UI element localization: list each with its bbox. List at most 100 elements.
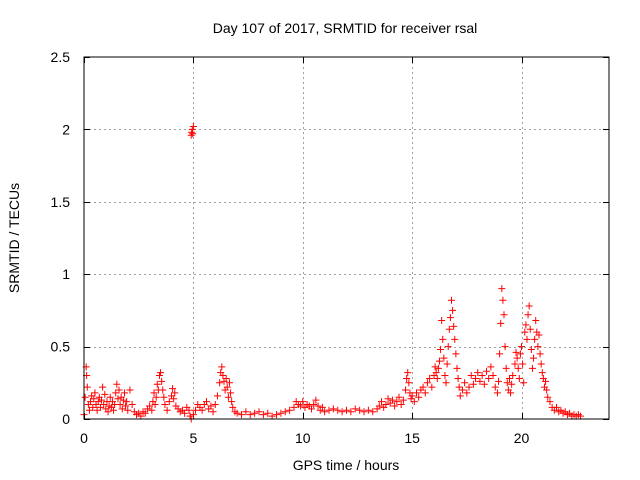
data-point xyxy=(434,364,442,372)
data-point xyxy=(126,386,134,394)
data-point xyxy=(110,406,118,414)
data-point xyxy=(502,364,510,372)
data-point xyxy=(497,319,505,327)
data-point xyxy=(378,398,385,406)
data-point xyxy=(480,380,488,388)
data-point xyxy=(525,302,533,310)
data-point xyxy=(94,398,102,406)
data-point xyxy=(189,411,197,419)
data-point xyxy=(382,401,390,409)
data-point xyxy=(93,406,101,414)
data-point xyxy=(461,379,469,387)
data-point xyxy=(543,386,551,394)
data-point xyxy=(452,350,460,358)
data-point xyxy=(104,408,112,416)
x-tick-label: 0 xyxy=(80,430,88,446)
grid-lines xyxy=(84,57,609,419)
data-point xyxy=(476,377,484,385)
data-point xyxy=(538,369,546,377)
data-point xyxy=(213,392,221,400)
data-point xyxy=(116,401,124,409)
data-point xyxy=(445,325,453,333)
data-point xyxy=(273,411,280,419)
data-point xyxy=(455,383,463,391)
data-point xyxy=(286,406,294,414)
data-point xyxy=(530,354,538,362)
data-point xyxy=(450,322,458,330)
data-point xyxy=(264,409,272,417)
data-point xyxy=(100,401,108,409)
data-point xyxy=(137,412,145,420)
data-point xyxy=(347,408,355,416)
data-point xyxy=(403,374,411,382)
data-point xyxy=(155,372,163,380)
data-point xyxy=(498,285,506,293)
data-point xyxy=(186,412,194,420)
data-point xyxy=(491,383,499,391)
data-point xyxy=(391,402,399,410)
data-point xyxy=(395,393,403,401)
x-tick-label: 5 xyxy=(189,430,197,446)
x-tick-label: 20 xyxy=(514,430,530,446)
data-point xyxy=(519,360,527,368)
y-tick-label: 1.5 xyxy=(51,194,71,210)
x-tick-label: 10 xyxy=(295,430,311,446)
data-point xyxy=(170,395,178,403)
data-point xyxy=(407,395,415,403)
data-point xyxy=(508,380,516,388)
data-point xyxy=(224,393,232,401)
data-point xyxy=(81,393,89,401)
data-point xyxy=(146,402,154,410)
data-point xyxy=(141,409,149,417)
data-point xyxy=(496,350,504,358)
data-point xyxy=(526,325,534,333)
data-point xyxy=(211,401,219,409)
data-point xyxy=(465,383,473,391)
data-point xyxy=(521,328,529,336)
data-point xyxy=(537,360,545,368)
data-point xyxy=(516,350,524,358)
data-point xyxy=(83,383,91,391)
data-point xyxy=(451,335,459,343)
chart-title: Day 107 of 2017, SRMTID for receiver rsa… xyxy=(213,20,478,36)
data-point xyxy=(509,372,517,380)
data-point xyxy=(553,403,560,411)
data-point xyxy=(441,372,449,380)
data-point xyxy=(227,389,235,397)
data-point xyxy=(432,369,440,377)
data-point xyxy=(356,406,364,414)
data-point xyxy=(114,395,122,403)
data-point xyxy=(189,123,197,131)
data-point xyxy=(151,401,159,409)
data-point xyxy=(456,392,464,400)
data-point xyxy=(207,402,215,410)
data-point xyxy=(153,380,161,388)
data-point xyxy=(410,398,418,406)
data-point xyxy=(242,408,250,416)
data-point xyxy=(536,350,544,358)
data-point xyxy=(90,395,98,403)
data-point xyxy=(318,403,326,411)
data-point xyxy=(112,389,120,397)
data-point xyxy=(238,411,245,419)
data-point xyxy=(308,405,315,413)
data-point xyxy=(219,372,227,380)
data-point xyxy=(402,386,410,394)
data-point xyxy=(542,377,550,385)
data-point xyxy=(189,130,197,138)
data-point xyxy=(449,306,457,314)
data-point xyxy=(321,408,329,416)
data-point xyxy=(99,383,107,391)
data-point xyxy=(198,406,206,414)
data-point xyxy=(505,374,513,382)
data-point xyxy=(222,374,230,382)
data-point xyxy=(159,386,167,394)
data-point xyxy=(91,389,99,397)
data-point xyxy=(478,372,486,380)
data-point xyxy=(474,369,482,377)
data-point xyxy=(299,398,307,406)
data-point xyxy=(233,409,241,417)
data-point xyxy=(185,406,193,414)
data-point xyxy=(229,403,237,411)
